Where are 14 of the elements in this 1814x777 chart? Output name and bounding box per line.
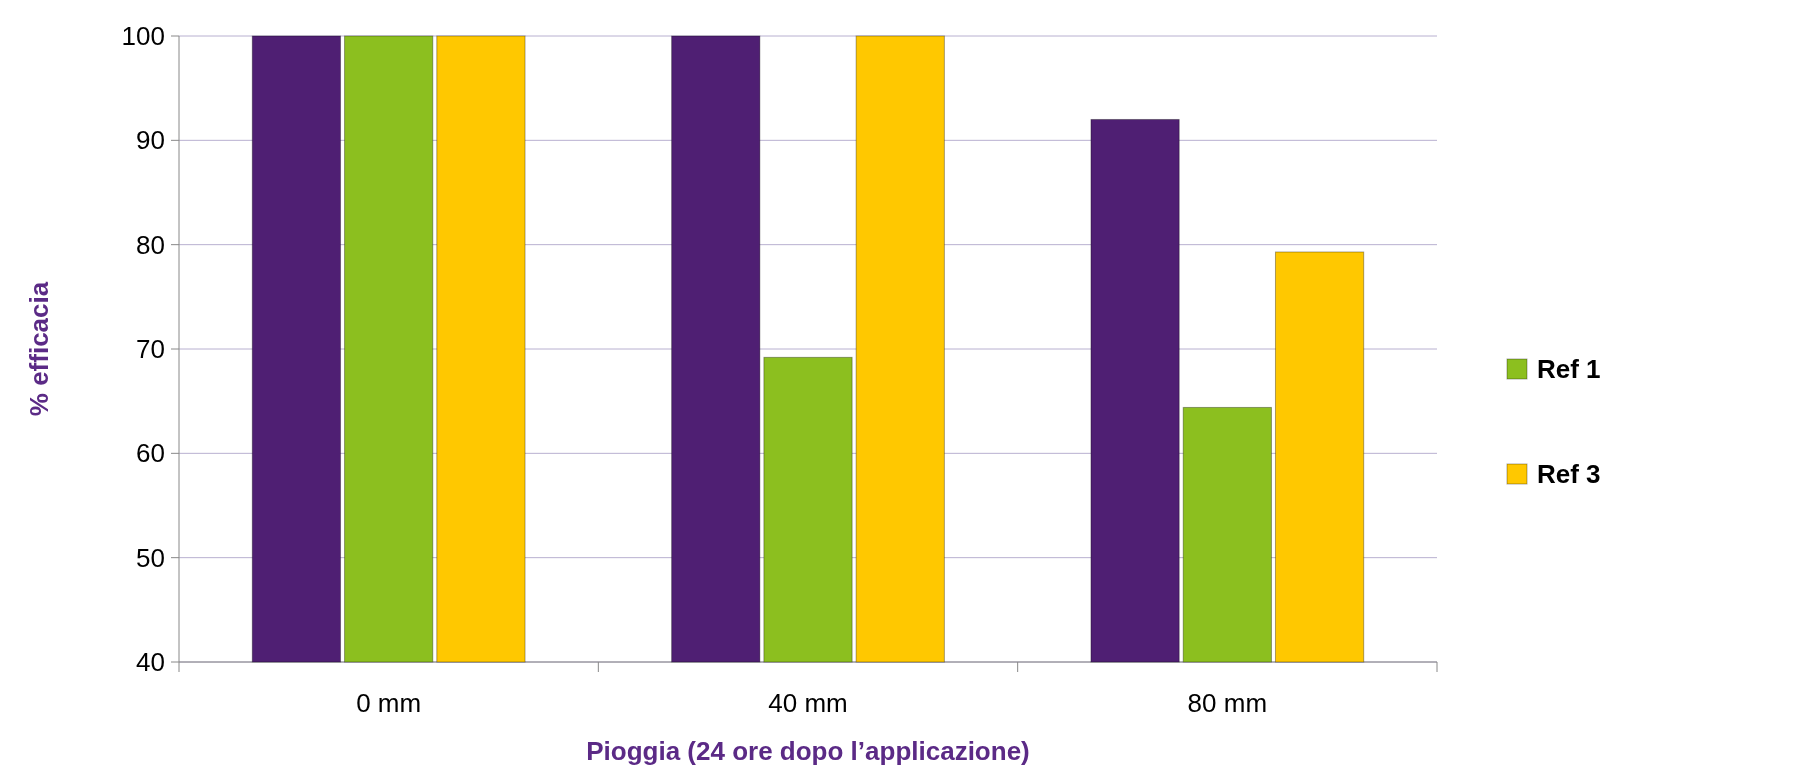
x-tick-label: 40 mm (768, 688, 848, 718)
x-axis-title: Pioggia (24 ore dopo l’applicazione) (586, 736, 1030, 766)
x-tick-label: 0 mm (356, 688, 422, 718)
legend-label: Ref 1 (1537, 354, 1601, 385)
y-tick-label: 60 (136, 438, 165, 469)
y-tick-label: 90 (136, 125, 165, 156)
y-tick-label: 100 (121, 21, 165, 52)
y-axis-title: % efficacia (24, 281, 54, 417)
legend-label: Ref 3 (1537, 459, 1601, 490)
y-tick-label: 40 (136, 647, 165, 678)
y-tick-label: 70 (136, 334, 165, 365)
x-tick-label: 80 mm (1187, 688, 1268, 718)
y-tick-label: 50 (136, 542, 165, 573)
y-tick-label: 80 (136, 229, 165, 260)
